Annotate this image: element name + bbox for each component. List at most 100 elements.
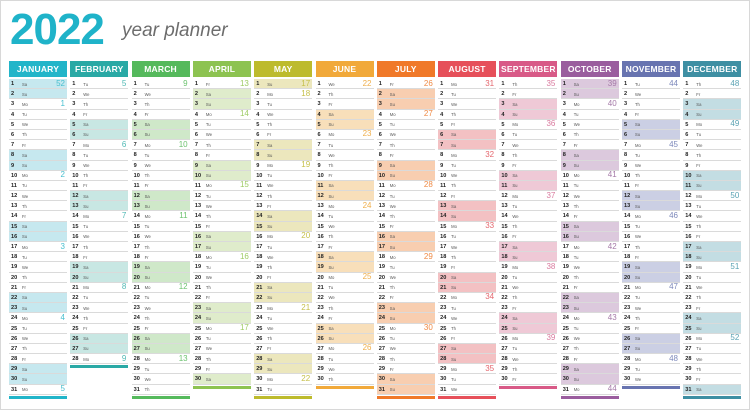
day-row[interactable]: 6 Sa — [438, 129, 497, 141]
day-row[interactable]: 20 Th — [560, 273, 619, 283]
day-row[interactable]: 13 Fr — [254, 201, 313, 212]
day-row[interactable]: 25 Th — [438, 324, 497, 334]
day-row[interactable]: 25 We — [254, 324, 313, 334]
day-row[interactable]: 15 Mo 33 — [438, 221, 497, 232]
day-row[interactable]: 15 Sa — [560, 221, 619, 232]
day-row[interactable]: 11 Fr — [622, 181, 680, 192]
day-row[interactable]: 14 Mo 11 — [131, 211, 190, 222]
day-row[interactable]: 29 Fr — [376, 364, 435, 375]
day-row[interactable]: 25 Su — [499, 323, 558, 334]
day-row[interactable]: 27 Th — [560, 344, 619, 355]
day-row[interactable]: 25 Mo 17 — [192, 323, 251, 334]
day-row[interactable]: 8 We — [315, 150, 374, 161]
day-row[interactable]: 13 Tu — [499, 201, 558, 212]
day-row[interactable]: 9 Tu — [438, 161, 497, 171]
day-row[interactable]: 10 Sa — [499, 170, 558, 181]
day-row[interactable]: 11 Sa — [315, 180, 374, 192]
day-row[interactable]: 20 Tu — [683, 273, 742, 283]
day-row[interactable]: 14 Sa — [254, 211, 313, 222]
day-row[interactable]: 31 Sa — [683, 384, 742, 395]
day-row[interactable]: 3 Sa — [683, 99, 742, 110]
day-row[interactable]: 26 Sa — [131, 333, 190, 344]
day-row[interactable]: 28 Th — [376, 354, 435, 365]
day-row[interactable]: 27 Su — [131, 343, 190, 355]
day-row[interactable]: 17 Fr — [315, 242, 374, 253]
day-row[interactable]: 26 Tu — [192, 334, 251, 344]
day-row[interactable]: 30 We — [131, 374, 190, 385]
day-row[interactable]: 18 Sa — [315, 252, 374, 263]
day-row[interactable]: 10 Fr — [315, 171, 374, 181]
day-row[interactable]: 11 Fr — [131, 181, 190, 192]
day-row[interactable]: 31 We — [438, 385, 497, 395]
day-row[interactable]: 4 Mo 14 — [192, 109, 251, 120]
day-row[interactable]: 21 Mo 47 — [622, 282, 680, 293]
day-row[interactable]: 12 Tu — [192, 191, 251, 202]
day-row[interactable]: 18 Fr — [70, 252, 129, 263]
day-row[interactable]: 8 Sa — [9, 150, 67, 161]
day-row[interactable]: 27 Tu — [499, 344, 558, 355]
day-row[interactable]: 30 We — [622, 374, 680, 385]
day-row[interactable]: 8 Sa — [560, 150, 619, 161]
day-row[interactable]: 28 Su — [438, 354, 497, 365]
day-row[interactable]: 16 Sa — [192, 231, 251, 242]
day-row[interactable]: 16 Fr — [683, 232, 742, 242]
day-row[interactable]: 21 Th — [376, 283, 435, 293]
day-row[interactable]: 12 Sa — [131, 191, 190, 202]
day-row[interactable]: 8 Fr — [376, 150, 435, 161]
day-row[interactable]: 25 Fr — [622, 324, 680, 334]
day-row[interactable]: 9 Sa — [192, 160, 251, 171]
day-row[interactable]: 18 Su — [683, 252, 742, 263]
day-row[interactable]: 29 Sa — [560, 364, 619, 375]
day-row[interactable]: 18 Tu — [9, 252, 67, 263]
day-row[interactable]: 15 Tu — [70, 222, 129, 232]
day-row[interactable]: 3 Mo 40 — [560, 99, 619, 110]
day-row[interactable]: 30 Mo 22 — [254, 374, 313, 385]
day-row[interactable]: 16 Tu — [438, 232, 497, 242]
day-row[interactable]: 11 Tu — [560, 181, 619, 192]
day-row[interactable]: 27 Fr — [254, 344, 313, 355]
day-row[interactable]: 3 Su — [192, 99, 251, 110]
day-row[interactable]: 24 Fr — [315, 313, 374, 324]
day-row[interactable]: 14 Th — [376, 211, 435, 222]
day-row[interactable]: 15 Sa — [9, 221, 67, 232]
day-row[interactable]: 13 Su — [622, 201, 680, 212]
day-row[interactable]: 4 Fr — [131, 110, 190, 120]
day-row[interactable]: 8 Mo 32 — [438, 150, 497, 161]
day-row[interactable]: 29 Th — [499, 364, 558, 375]
day-row[interactable]: 24 Th — [622, 313, 680, 324]
day-row[interactable]: 28 Sa — [254, 354, 313, 365]
day-row[interactable]: 29 Mo 35 — [438, 364, 497, 375]
day-row[interactable]: 6 Th — [560, 130, 619, 141]
day-row[interactable]: 18 Fr — [131, 252, 190, 263]
day-row[interactable]: 3 Th — [131, 99, 190, 110]
day-row[interactable]: 15 Su — [254, 221, 313, 232]
day-row[interactable]: 11 Su — [683, 180, 742, 192]
day-row[interactable]: 17 Tu — [254, 242, 313, 253]
day-row[interactable]: 17 Th — [622, 242, 680, 253]
day-row[interactable]: 6 Tu — [499, 130, 558, 141]
day-row[interactable]: 10 Mo 41 — [560, 170, 619, 181]
day-row[interactable]: 21 We — [499, 283, 558, 293]
day-row[interactable]: 9 Fr — [683, 161, 742, 171]
day-row[interactable]: 8 Fr — [192, 150, 251, 161]
day-row[interactable]: 23 Su — [560, 303, 619, 314]
day-row[interactable]: 11 Mo 28 — [376, 180, 435, 192]
day-row[interactable]: 12 Mo 37 — [499, 191, 558, 202]
day-row[interactable]: 7 Fr — [9, 140, 67, 151]
day-row[interactable]: 2 Mo 18 — [254, 89, 313, 100]
day-row[interactable]: 19 Fr — [438, 262, 497, 273]
day-row[interactable]: 5 Mo 36 — [499, 119, 558, 130]
day-row[interactable]: 19 Mo 38 — [499, 262, 558, 273]
day-row[interactable]: 24 Sa — [683, 313, 742, 324]
day-row[interactable]: 13 We — [192, 201, 251, 212]
day-row[interactable]: 23 We — [131, 303, 190, 314]
day-row[interactable]: 18 Mo 29 — [376, 252, 435, 263]
day-row[interactable]: 1 Fr 13 — [192, 79, 251, 90]
day-row[interactable]: 27 Sa — [438, 343, 497, 355]
day-row[interactable]: 5 Sa — [622, 119, 680, 130]
day-row[interactable]: 30 Fr — [683, 374, 742, 385]
day-row[interactable]: 2 We — [131, 89, 190, 100]
day-row[interactable]: 23 We — [622, 303, 680, 314]
day-row[interactable]: 21 Mo 12 — [131, 282, 190, 293]
day-row[interactable]: 30 Th — [315, 374, 374, 385]
